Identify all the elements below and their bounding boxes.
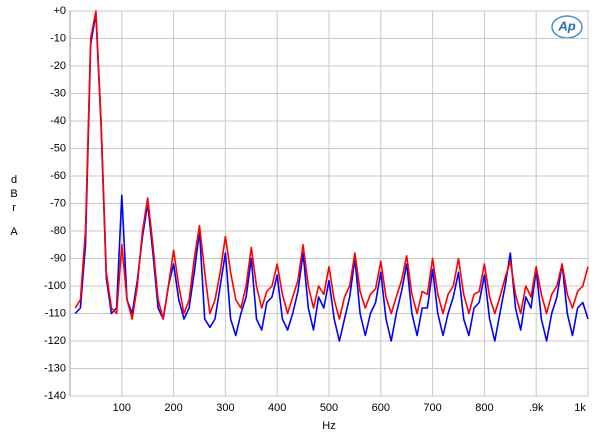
- x-tick-label: 400: [268, 402, 286, 414]
- y-tick-label: -140: [44, 390, 66, 402]
- y-tick-label: -30: [50, 87, 66, 99]
- y-tick-label: -10: [50, 32, 66, 44]
- y-tick-label: -90: [50, 252, 66, 264]
- series-line: [74, 13, 589, 342]
- x-tick-label: 300: [216, 402, 234, 414]
- y-tick-label: -40: [50, 115, 66, 127]
- y-tick-label: -80: [50, 225, 66, 237]
- y-tick-label: -110: [45, 307, 66, 319]
- y-tick-label: -120: [44, 335, 66, 347]
- x-tick-label: 1k: [574, 402, 586, 414]
- y-tick-label: -60: [50, 170, 66, 182]
- x-tick-label: 100: [113, 402, 131, 414]
- y-axis-label: dBr: [8, 174, 20, 216]
- y-tick-label: +0: [53, 5, 66, 17]
- y-tick-label: -50: [50, 142, 66, 154]
- series-line: [74, 10, 589, 320]
- y-tick-label: -70: [50, 197, 66, 209]
- y-axis-sublabel: A: [10, 226, 18, 238]
- x-tick-label: 600: [372, 402, 390, 414]
- x-tick-label: .9k: [529, 402, 544, 414]
- y-tick-label: -100: [44, 280, 66, 292]
- y-tick-label: -130: [44, 362, 66, 374]
- x-tick-label: 200: [164, 402, 182, 414]
- x-tick-label: 500: [320, 402, 338, 414]
- x-tick-label: 800: [475, 402, 493, 414]
- logo: Ap: [557, 18, 575, 33]
- x-axis-label: Hz: [322, 420, 335, 432]
- y-tick-label: -20: [50, 60, 66, 72]
- x-tick-label: 700: [423, 402, 441, 414]
